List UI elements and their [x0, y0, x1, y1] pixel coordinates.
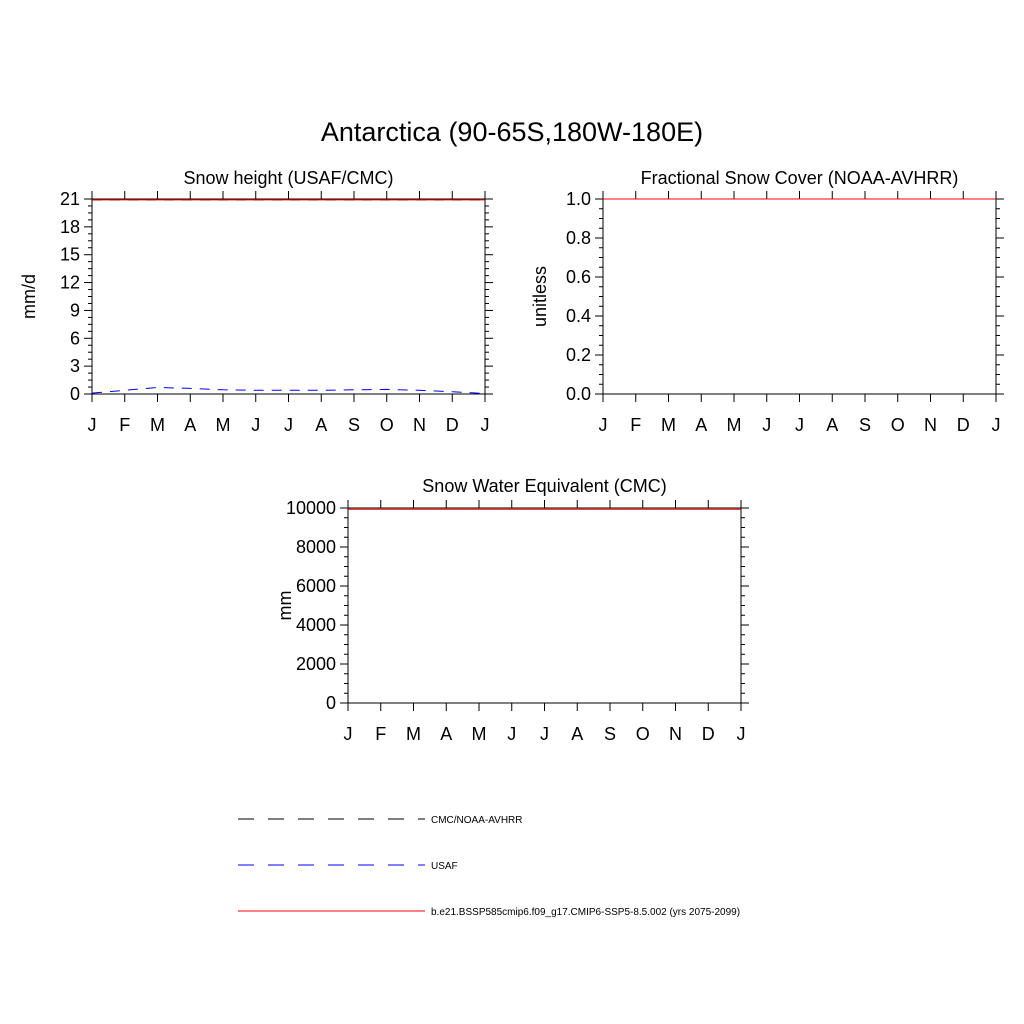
x-tick-label: N [924, 415, 937, 435]
x-tick-label: A [695, 415, 707, 435]
y-tick-label: 9 [70, 300, 80, 320]
x-tick-label: J [737, 724, 746, 744]
y-tick-label: 0 [326, 693, 336, 713]
x-tick-label: M [661, 415, 676, 435]
legend-label-1: CMC/NOAA-AVHRR [431, 815, 522, 826]
y-tick-label: 15 [60, 245, 80, 265]
x-tick-label: A [440, 724, 452, 744]
x-tick-label: J [88, 415, 97, 435]
y-tick-label: 6000 [296, 576, 336, 596]
y-tick-label: 6 [70, 328, 80, 348]
x-tick-label: J [344, 724, 353, 744]
x-tick-label: O [891, 415, 905, 435]
plot-frame [602, 198, 997, 395]
x-tick-label: M [727, 415, 742, 435]
x-tick-label: A [571, 724, 583, 744]
y-tick-label: 0.2 [566, 345, 591, 365]
chart-title: Snow Water Equivalent (CMC) [422, 476, 666, 496]
x-tick-label: S [604, 724, 616, 744]
y-tick-label: 0 [70, 384, 80, 404]
x-tick-label: J [251, 415, 260, 435]
x-tick-label: D [446, 415, 459, 435]
legend-label-2: USAF [431, 861, 458, 872]
chart-title: Snow height (USAF/CMC) [183, 168, 393, 188]
series-line-2 [91, 386, 486, 394]
chart-title: Fractional Snow Cover (NOAA-AVHRR) [641, 168, 959, 188]
y-tick-label: 12 [60, 273, 80, 293]
y-tick-label: 18 [60, 217, 80, 237]
y-tick-label: 0.6 [566, 267, 591, 287]
x-tick-label: J [284, 415, 293, 435]
y-tick-label: 4000 [296, 615, 336, 635]
x-tick-label: F [375, 724, 386, 744]
y-tick-label: 0.4 [566, 306, 591, 326]
x-tick-label: J [599, 415, 608, 435]
x-tick-label: M [406, 724, 421, 744]
x-tick-label: M [472, 724, 487, 744]
x-tick-label: A [184, 415, 196, 435]
x-tick-label: J [992, 415, 1001, 435]
x-tick-label: S [859, 415, 871, 435]
x-tick-label: S [348, 415, 360, 435]
x-tick-label: D [957, 415, 970, 435]
y-axis-label: mm/d [19, 274, 39, 319]
figure-title: Antarctica (90-65S,180W-180E) [320, 117, 704, 147]
y-tick-label: 1.0 [566, 189, 591, 209]
x-tick-label: N [413, 415, 426, 435]
x-tick-label: J [540, 724, 549, 744]
y-tick-label: 10000 [286, 498, 336, 518]
y-tick-label: 0.0 [566, 384, 591, 404]
x-tick-label: A [315, 415, 327, 435]
x-tick-label: J [481, 415, 490, 435]
y-tick-label: 21 [60, 189, 80, 209]
x-tick-label: J [507, 724, 516, 744]
x-tick-label: O [636, 724, 650, 744]
x-tick-label: F [630, 415, 641, 435]
plot-frame [91, 198, 486, 395]
x-tick-label: F [119, 415, 130, 435]
x-tick-label: J [762, 415, 771, 435]
y-tick-label: 8000 [296, 537, 336, 557]
x-tick-label: O [380, 415, 394, 435]
x-tick-label: M [216, 415, 231, 435]
x-tick-label: M [150, 415, 165, 435]
y-tick-label: 2000 [296, 654, 336, 674]
legend-label-3: b.e21.BSSP585cmip6.f09_g17.CMIP6-SSP5-8.… [431, 907, 740, 918]
y-tick-label: 3 [70, 356, 80, 376]
x-tick-label: A [826, 415, 838, 435]
y-axis-label: unitless [530, 266, 550, 327]
y-tick-label: 0.8 [566, 228, 591, 248]
plot-frame [347, 507, 742, 704]
y-axis-label: mm [275, 591, 295, 621]
x-tick-label: D [702, 724, 715, 744]
x-tick-label: N [669, 724, 682, 744]
x-tick-label: J [795, 415, 804, 435]
